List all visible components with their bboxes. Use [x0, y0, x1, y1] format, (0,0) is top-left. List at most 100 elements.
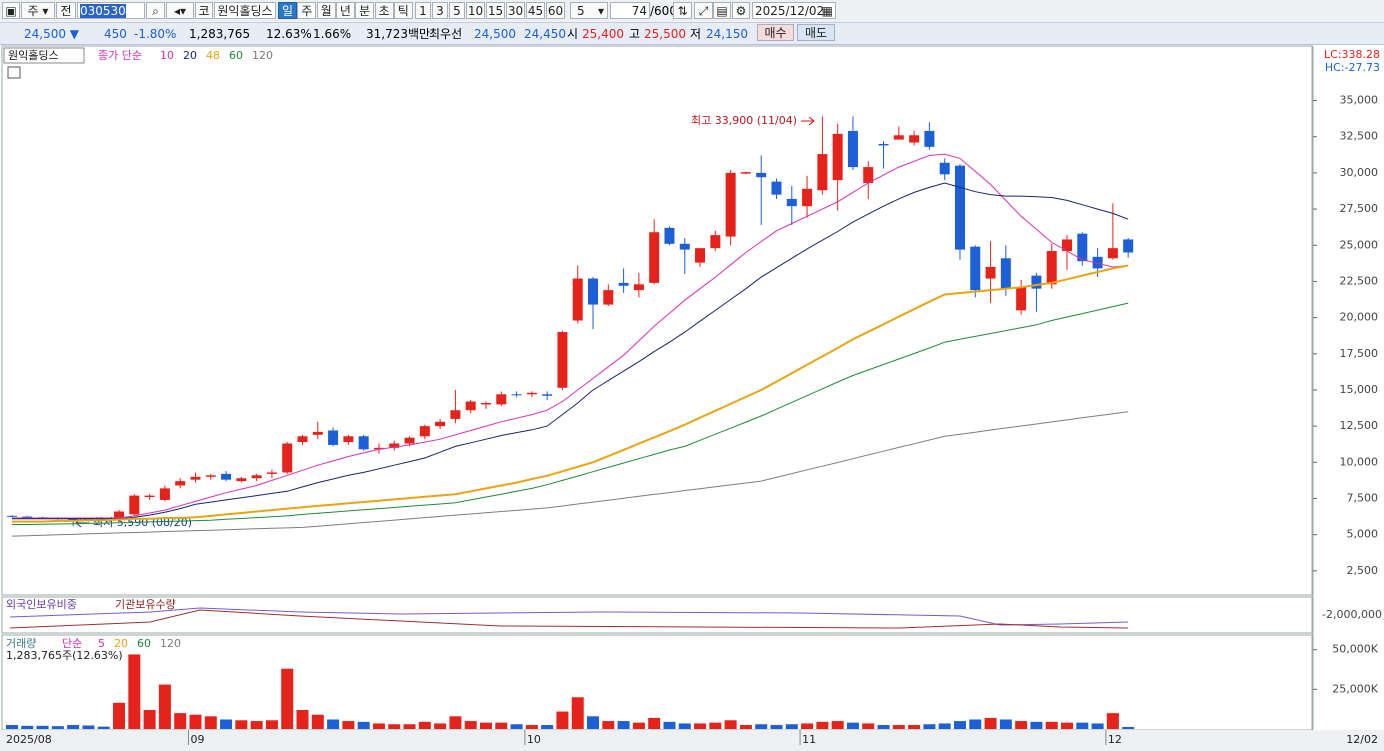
- tool-btn[interactable]: ⤢: [694, 2, 713, 19]
- high-label: 고: [629, 27, 641, 41]
- volume-bar: [449, 716, 462, 729]
- volume-bar: [923, 724, 936, 729]
- y-tick-label: 5,000: [1347, 528, 1379, 541]
- candle-body: [786, 198, 797, 207]
- market-select[interactable]: 주 ▾: [21, 2, 55, 19]
- exchange[interactable]: 코: [195, 2, 213, 19]
- settings-btn[interactable]: ⚙: [732, 2, 750, 19]
- volume-bar: [877, 725, 890, 729]
- legend-item: 5: [98, 637, 105, 650]
- candle-body: [144, 495, 155, 498]
- period-btn[interactable]: 틱: [393, 2, 413, 19]
- volume-bar: [403, 724, 416, 729]
- candle-body: [205, 475, 216, 477]
- period-btn[interactable]: 주: [297, 2, 317, 19]
- candle-body: [542, 394, 553, 396]
- quote-bar: 24,500 ▼ 450 -1.80% 1,283,765 12.63% 1.6…: [0, 23, 1384, 45]
- minute-btn[interactable]: 45: [526, 2, 545, 19]
- candle-body: [1123, 239, 1134, 253]
- candle-body: [1062, 239, 1073, 252]
- lines-label: 종가 단순: [98, 49, 142, 62]
- candle-body: [1031, 275, 1042, 289]
- best-label: 최우선: [429, 27, 463, 41]
- candle-body: [373, 447, 384, 450]
- period-btn[interactable]: 일: [278, 2, 297, 19]
- volume-bar: [1091, 723, 1104, 729]
- prev-btn[interactable]: 전: [56, 2, 76, 19]
- volume-bar: [617, 721, 630, 729]
- count-input[interactable]: 74: [610, 2, 650, 19]
- tool-btn[interactable]: ⇅: [673, 2, 692, 19]
- legend-item: 120: [160, 637, 181, 650]
- candle-body: [175, 481, 186, 486]
- candle-body: [435, 421, 446, 427]
- volume-bar: [51, 726, 64, 729]
- high-annotation: 최고 33,900 (11/04): [691, 114, 797, 127]
- candle-body: [695, 248, 706, 263]
- candle-body: [526, 392, 537, 395]
- volume-bar: [281, 668, 294, 729]
- volume-bar: [250, 721, 263, 729]
- best-ask: 24,500: [474, 27, 516, 41]
- save-btn[interactable]: ▤: [713, 2, 731, 19]
- minute-btn[interactable]: 1: [415, 2, 431, 19]
- change: 450: [104, 27, 127, 41]
- best-bid: 24,450: [524, 27, 566, 41]
- minute-btn[interactable]: 60: [546, 2, 565, 19]
- volume-bar: [739, 725, 752, 729]
- icon[interactable]: ▣: [2, 2, 20, 19]
- volume-bar: [908, 725, 921, 729]
- volume-bar: [648, 717, 661, 729]
- candle-body: [649, 232, 660, 283]
- candle-body: [419, 426, 430, 437]
- volume-bar: [556, 711, 569, 729]
- code-input[interactable]: 030530: [77, 2, 145, 19]
- x-tick-label: 10: [527, 733, 541, 746]
- candle-body: [756, 172, 767, 178]
- candle-body: [725, 172, 736, 237]
- stock-name: 원익홀딩스: [214, 2, 276, 19]
- minute-btn[interactable]: 30: [506, 2, 525, 19]
- x-tick-label: 11: [802, 733, 816, 746]
- volume-bar: [709, 722, 722, 729]
- amount: 31,723백만: [366, 27, 431, 41]
- period-btn[interactable]: 초: [374, 2, 394, 19]
- unit-select[interactable]: 5 ▾: [570, 2, 608, 19]
- volume-bar: [525, 725, 538, 729]
- candle-body: [771, 181, 782, 195]
- period-btn[interactable]: 년: [335, 2, 355, 19]
- sell-btn[interactable]: 매도: [797, 24, 835, 41]
- date-input[interactable]: 2025/12/02 ▦: [752, 2, 836, 19]
- candle-body: [129, 495, 140, 515]
- candle-body: [939, 162, 950, 175]
- price-panel: [1, 45, 1313, 596]
- candle-body: [1046, 251, 1057, 285]
- y-tick-label: 32,500: [1340, 130, 1379, 143]
- candle-body: [1077, 233, 1088, 262]
- open: 25,400: [582, 27, 624, 41]
- candle-body: [618, 282, 629, 286]
- period-btn[interactable]: 분: [355, 2, 375, 19]
- sound-btn[interactable]: ◂▾: [166, 2, 194, 19]
- minute-btn[interactable]: 3: [432, 2, 448, 19]
- candle-body: [236, 478, 247, 482]
- search-btn[interactable]: ⌕: [146, 2, 165, 19]
- candle-body: [358, 436, 369, 450]
- buy-btn[interactable]: 매수: [757, 24, 794, 41]
- y-tick-label: 35,000: [1340, 94, 1379, 107]
- minute-btn[interactable]: 5: [449, 2, 465, 19]
- candle-body: [496, 394, 507, 405]
- volume-bar: [892, 725, 905, 729]
- minute-btn[interactable]: 10: [466, 2, 485, 19]
- count-max: /600: [650, 4, 677, 18]
- volume-bar: [479, 722, 492, 729]
- volume-bar: [327, 719, 340, 729]
- period-btn[interactable]: 월: [316, 2, 336, 19]
- y-tick-label: 25,000K: [1332, 682, 1378, 695]
- volume-bar: [372, 723, 385, 729]
- volume-bar: [204, 716, 217, 729]
- indicator-name: 기관보유수량: [115, 598, 176, 611]
- legend-item: 60: [137, 637, 151, 650]
- minute-btn[interactable]: 15: [486, 2, 505, 19]
